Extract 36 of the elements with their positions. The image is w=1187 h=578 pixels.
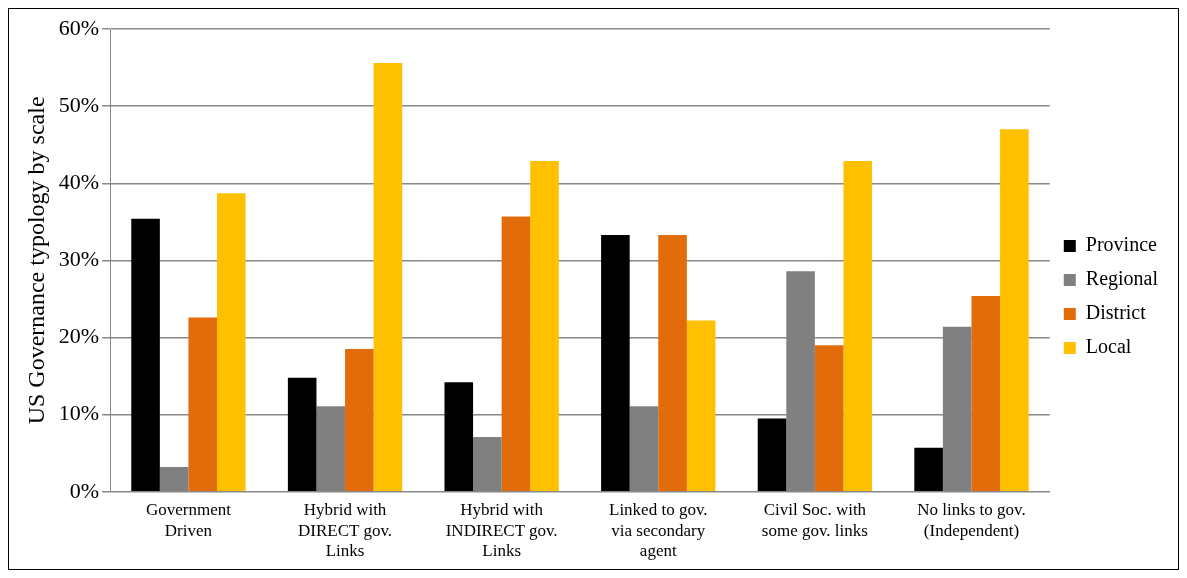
y-tick-label: 40% [58,169,100,195]
x-tick-label: No links to gov. (Independent) [917,500,1026,540]
bar [686,320,716,492]
bar [658,234,687,492]
y-tick-label: 50% [58,91,100,117]
bar [217,193,246,492]
bar [501,216,531,492]
bar [530,160,559,492]
bar [131,218,160,492]
x-tick-label: Government Driven [145,500,232,540]
bar [1000,129,1029,492]
bar [843,160,873,492]
bar [757,418,787,492]
bar [971,295,1001,492]
bar [345,349,374,492]
y-tick-label: 20% [58,323,100,349]
x-tick-label: Civil Soc. with some gov. links [761,500,868,540]
x-tick-label: Hybrid with INDIRECT gov. Links [445,500,558,561]
bar [601,234,630,492]
y-tick-label: 30% [58,246,100,272]
legend-label: Province [1085,233,1158,256]
bar [287,377,317,492]
bar [814,345,844,492]
x-tick-label: Hybrid with DIRECT gov. Links [298,500,393,561]
y-tick-label: 60% [58,14,100,40]
bar [914,447,943,492]
y-tick-label: 10% [58,400,100,426]
y-axis-title: US Governance typology by scale [22,96,49,425]
bar [373,62,403,492]
bar [188,317,218,492]
legend-label: Local [1085,335,1132,358]
y-tick-label: 0% [69,477,100,503]
legend-label: District [1085,301,1147,324]
bar [444,382,474,492]
legend-label: Regional [1085,267,1159,291]
x-tick-label: Linked to gov. via secondary agent [609,500,708,561]
